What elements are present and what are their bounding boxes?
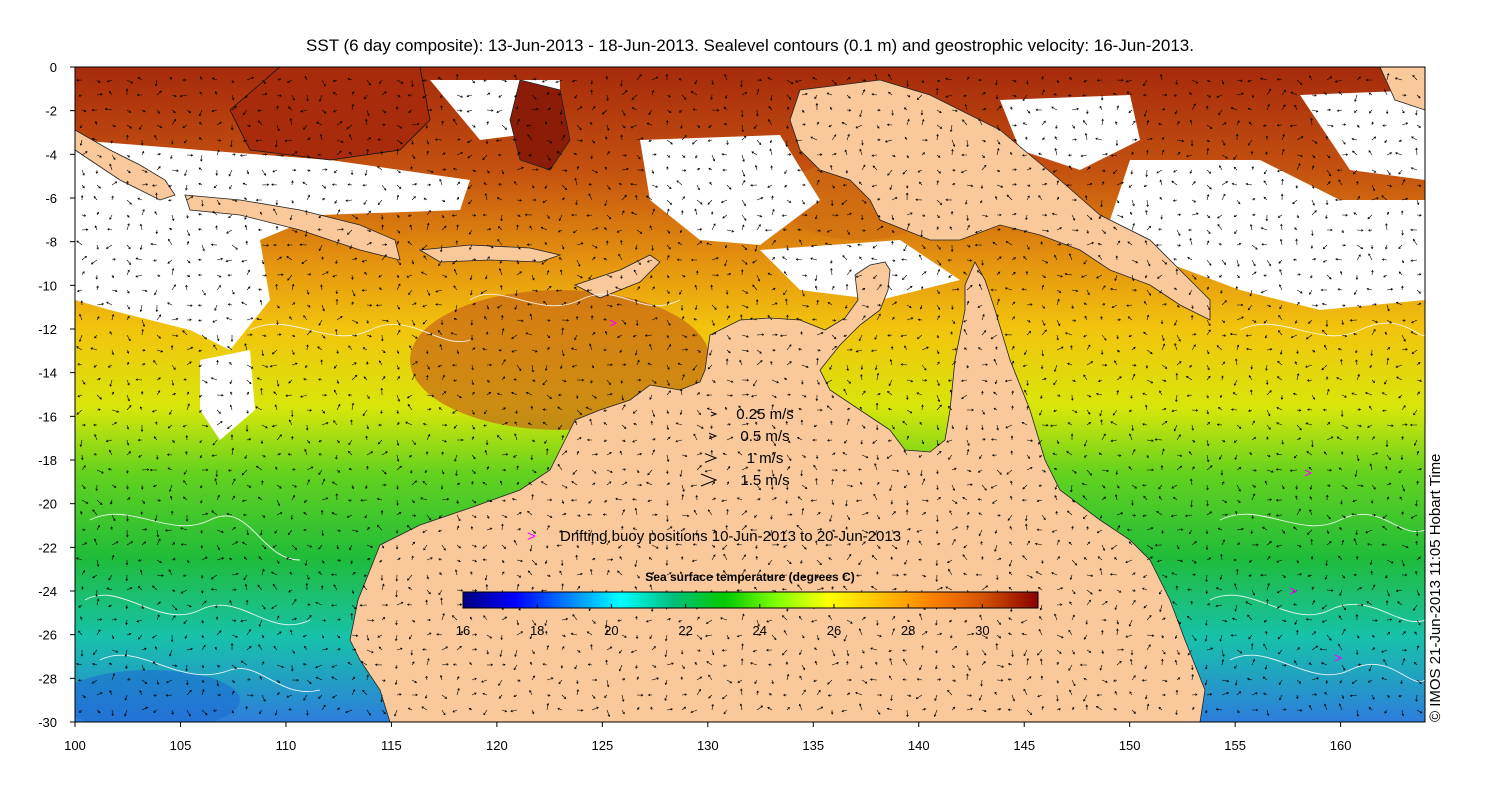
plot-frame bbox=[74, 66, 1426, 723]
plot-area bbox=[75, 67, 1425, 722]
y-tick-label: -6 bbox=[45, 191, 57, 206]
buoy-legend-label: Drifting buoy positions 10-Jun-2013 to 2… bbox=[560, 528, 901, 545]
y-tick-label: -16 bbox=[38, 409, 57, 424]
x-tick-label: 150 bbox=[1119, 738, 1141, 753]
x-tick-label: 130 bbox=[697, 738, 719, 753]
sulawesi-land bbox=[509, 79, 571, 171]
y-tick-label: -28 bbox=[38, 671, 57, 686]
velocity-legend-arrow bbox=[704, 453, 718, 463]
y-tick-label: -20 bbox=[38, 497, 57, 512]
y-tick-label: -22 bbox=[38, 540, 57, 555]
cloud-mask bbox=[75, 80, 1425, 440]
y-tick-label: -14 bbox=[38, 366, 57, 381]
y-tick-label: 0 bbox=[50, 60, 57, 75]
x-tick-label: 140 bbox=[908, 738, 930, 753]
colorbar-tick-label: 24 bbox=[753, 623, 767, 638]
colorbar-tick-label: 18 bbox=[530, 623, 544, 638]
velocity-legend-label: 0.25 m/s bbox=[736, 406, 794, 423]
colorbar-tick-label: 16 bbox=[456, 623, 470, 638]
y-tick-label: -18 bbox=[38, 453, 57, 468]
y-axis: 0 -2 -4 -6 -8 -10 -12 -14 -16 -18 -20 -22 -24 -26 -28 -… bbox=[38, 60, 75, 730]
y-tick-label: -26 bbox=[38, 628, 57, 643]
java-land bbox=[184, 194, 401, 261]
y-tick-label: -12 bbox=[38, 322, 57, 337]
buoy-marker bbox=[609, 319, 618, 327]
y-tick-label: -24 bbox=[38, 584, 57, 599]
buoy-marker bbox=[1289, 587, 1298, 595]
sumatra-land bbox=[75, 67, 176, 201]
tasmania-area-land bbox=[1379, 67, 1425, 111]
buoy-marker bbox=[1334, 654, 1343, 662]
velocity-legend-label: 0.5 m/s bbox=[740, 428, 789, 445]
x-tick-label: 115 bbox=[381, 738, 402, 753]
colorbar: Sea surface temperature (degrees C) 16 18… bbox=[456, 570, 1039, 638]
colorbar-bar bbox=[462, 591, 1039, 609]
map-title: SST (6 day composite): 13-Jun-2013 - 18-… bbox=[306, 36, 1194, 55]
x-tick-label: 125 bbox=[591, 738, 613, 753]
x-tick-label: 105 bbox=[170, 738, 192, 753]
timor-island bbox=[573, 254, 661, 299]
velocity-legend-arrow bbox=[708, 432, 718, 440]
y-tick-label: -30 bbox=[38, 715, 57, 730]
warm-water-patch bbox=[410, 290, 710, 430]
velocity-legend-arrow bbox=[710, 411, 718, 417]
buoy-legend-symbol: > bbox=[527, 528, 536, 545]
x-tick-label: 135 bbox=[802, 738, 824, 753]
x-tick-label: 155 bbox=[1224, 738, 1246, 753]
buoy-marker bbox=[1304, 469, 1313, 477]
y-tick-label: -10 bbox=[38, 278, 57, 293]
colorbar-tick-label: 26 bbox=[827, 623, 841, 638]
lesser-sunda-islands bbox=[418, 244, 562, 263]
colorbar-tick-label: 22 bbox=[678, 623, 692, 638]
velocity-legend: 0.25 m/s 0.5 m/s 1 m/s 1.5 m/s bbox=[700, 406, 794, 489]
colorbar-title: Sea surface temperature (degrees C) bbox=[645, 570, 854, 584]
colorbar-ticks: 16 18 20 22 24 26 28 30 bbox=[456, 604, 990, 638]
velocity-arrows bbox=[75, 72, 1423, 718]
velocity-legend-label: 1.5 m/s bbox=[740, 472, 789, 489]
y-tick-label: -8 bbox=[45, 235, 57, 250]
x-axis: 100 105 110 115 120 125 130 135 140 145 150 155 160 bbox=[64, 722, 1351, 753]
velocity-legend-label: 1 m/s bbox=[747, 450, 784, 467]
x-tick-label: 110 bbox=[276, 738, 297, 753]
colorbar-tick-label: 30 bbox=[975, 623, 989, 638]
x-tick-label: 160 bbox=[1330, 738, 1352, 753]
y-tick-label: -2 bbox=[45, 104, 57, 119]
velocity-legend-arrow bbox=[700, 473, 718, 487]
new-guinea-land bbox=[789, 79, 1211, 321]
cool-water-patch bbox=[75, 670, 240, 722]
y-tick-label: -4 bbox=[45, 147, 57, 162]
x-tick-label: 120 bbox=[486, 738, 508, 753]
velocity-arrow-field bbox=[75, 72, 1423, 718]
credit-text: © IMOS 21-Jun-2013 11:05 Hobart Time bbox=[1427, 454, 1444, 722]
buoy-markers bbox=[609, 319, 1343, 662]
borneo-land bbox=[229, 67, 431, 161]
x-tick-label: 145 bbox=[1013, 738, 1035, 753]
x-tick-label: 100 bbox=[64, 738, 86, 753]
buoy-legend: > Drifting buoy positions 10-Jun-2013 to… bbox=[527, 528, 901, 545]
colorbar-tick-label: 28 bbox=[901, 623, 915, 638]
colorbar-tick-label: 20 bbox=[604, 623, 618, 638]
